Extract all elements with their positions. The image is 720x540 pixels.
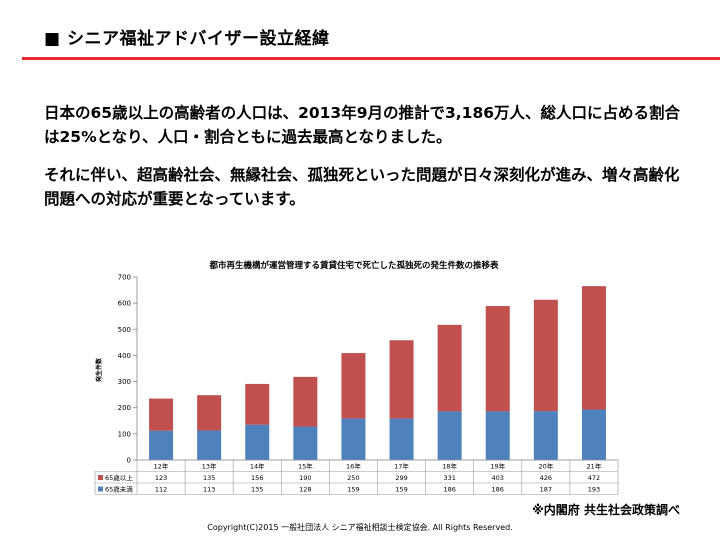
y-axis-label: 発生件数 [95,357,103,382]
bar-segment-over65 [293,376,318,427]
bar-segment-under65 [197,430,222,460]
y-tick-label: 0 [127,457,131,465]
data-label: 299 [395,474,407,482]
x-tick-label: 14年 [250,462,265,471]
y-tick-label: 700 [118,274,131,282]
legend-label: 65歳未満 [105,485,133,494]
bar-segment-over65 [149,398,174,431]
x-tick-label: 21年 [587,462,602,471]
x-tick-label: 12年 [154,462,169,471]
data-label: 113 [203,486,215,494]
bar-segment-under65 [533,411,558,460]
data-label: 123 [155,474,167,482]
bar-segment-under65 [389,418,414,460]
y-tick-label: 600 [118,300,131,308]
x-tick-label: 19年 [490,462,505,471]
x-tick-label: 20年 [538,462,553,471]
x-tick-label: 17年 [394,462,409,471]
data-label: 156 [251,474,263,482]
x-tick-label: 16年 [346,462,361,471]
bar-segment-over65 [581,286,606,410]
data-label: 186 [492,486,504,494]
bar-segment-over65 [485,306,510,412]
data-label: 187 [540,486,552,494]
bar-segment-over65 [341,353,366,419]
data-label: 426 [540,474,552,482]
x-tick-label: 18年 [442,462,457,471]
data-label: 186 [443,486,455,494]
y-tick-label: 100 [118,430,131,438]
bar-segment-under65 [437,411,462,460]
bar-segment-over65 [389,340,414,419]
y-tick-label: 400 [118,352,131,360]
bar-segment-over65 [437,324,462,412]
y-tick-label: 300 [118,378,131,386]
bar-segment-over65 [533,299,558,412]
y-tick-label: 200 [118,404,131,412]
bar-segment-under65 [485,411,510,460]
legend-label: 65歳以上 [105,473,133,482]
x-tick-label: 15年 [298,462,313,471]
data-label: 193 [588,486,600,494]
data-label: 403 [492,474,504,482]
title-underline [22,57,720,60]
legend-swatch [98,475,103,480]
data-label: 135 [203,474,215,482]
x-tick-label: 13年 [202,462,217,471]
bar-segment-under65 [341,418,366,460]
slide-title: ■ シニア福祉アドバイザー設立経緯 [44,29,330,49]
data-label: 159 [347,486,359,494]
bar-segment-under65 [293,426,318,460]
data-label: 331 [443,474,455,482]
bar-segment-under65 [581,409,606,460]
data-label: 135 [251,486,263,494]
legend-swatch [98,486,103,492]
intro-paragraph: 日本の65歳以上の高齢者の人口は、2013年9月の推計で3,186万人、総人口に… [44,104,681,146]
bar-segment-over65 [197,395,222,431]
bar-segment-under65 [245,424,270,460]
issue-paragraph: それに伴い、超高齢社会、無縁社会、孤独死といった問題が日々深刻化が進み、増々高齢… [44,166,680,208]
source-note: ※内閣府 共生社会政策調べ [532,503,680,517]
bar-segment-under65 [149,430,174,460]
data-label: 250 [347,474,359,482]
data-label: 159 [395,486,407,494]
data-label: 112 [155,486,167,494]
bar-segment-over65 [245,383,270,425]
chart-title: 都市再生機構が運営管理する賃貸住宅で死亡した孤独死の発生件数の推移表 [208,260,499,271]
data-label: 472 [588,474,600,482]
y-tick-label: 500 [118,326,131,334]
data-label: 128 [299,486,311,494]
copyright: Copyright(C)2015 一般社団法人 シニア福祉相談士検定協会. Al… [207,523,513,532]
data-label: 190 [299,474,311,482]
